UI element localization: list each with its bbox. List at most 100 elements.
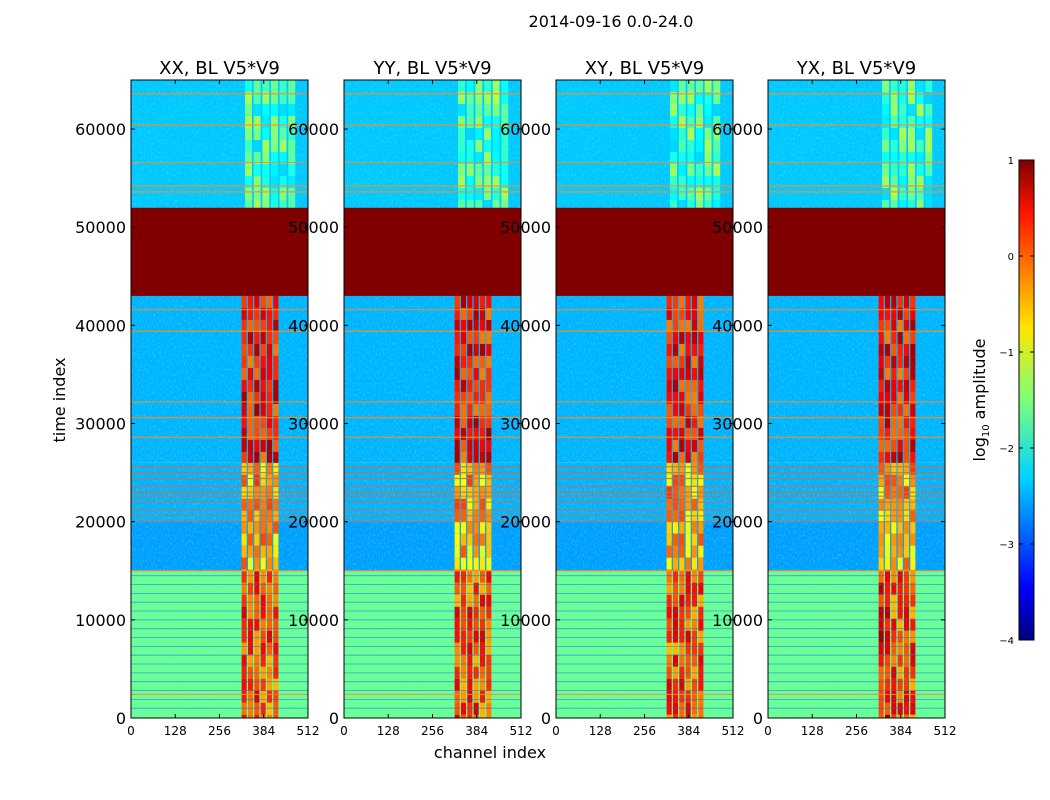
rfi-cell — [486, 678, 492, 691]
rfi-cell — [486, 427, 492, 440]
rfi-cell — [704, 140, 712, 152]
rfi-cell — [925, 104, 933, 116]
rfi-cell — [460, 391, 467, 404]
rfi-cell — [878, 630, 884, 643]
rfi-cell — [247, 295, 254, 308]
rfi-cell — [501, 188, 509, 200]
rfi-cell — [247, 557, 254, 570]
rfi-cell — [260, 498, 266, 511]
rfi-cell — [454, 618, 460, 631]
rfi-cell — [454, 403, 460, 416]
rfi-cell — [260, 642, 266, 655]
rfi-cell — [670, 200, 677, 208]
rfi-cell — [241, 295, 247, 308]
rfi-cell — [678, 80, 686, 92]
rfi-cell — [903, 630, 910, 643]
rfi-cell — [479, 618, 486, 631]
rfi-cell — [475, 80, 483, 92]
rfi-cell — [910, 690, 916, 703]
rfi-cell — [467, 702, 473, 715]
rfi-cell — [691, 427, 698, 440]
rfi-cell — [878, 462, 884, 475]
rfi-cell — [260, 415, 266, 428]
rfi-cell — [685, 295, 691, 308]
rfi-cell — [687, 188, 695, 200]
rfi-cell — [891, 498, 897, 511]
band-texture — [344, 295, 521, 463]
rfi-cell — [899, 80, 907, 92]
rfi-cell — [884, 427, 891, 440]
rfi-cell — [241, 594, 247, 607]
rfi-cell — [247, 545, 254, 558]
rfi-cell — [878, 319, 884, 332]
rfi-cell — [479, 391, 486, 404]
rfi-cell — [254, 439, 260, 452]
rfi-cell — [458, 140, 465, 152]
rfi-cell — [473, 451, 479, 463]
rfi-cell — [460, 474, 467, 487]
rfi-cell — [254, 307, 260, 320]
rfi-cell — [473, 630, 479, 643]
y-tick-label: 20000 — [712, 513, 763, 532]
rfi-cell — [884, 367, 891, 380]
rfi-cell — [925, 80, 933, 92]
rfi-cell — [247, 403, 254, 416]
y-tick-label: 20000 — [75, 513, 126, 532]
rfi-cell — [910, 654, 916, 667]
rfi-cell — [908, 176, 915, 188]
y-tick-label: 30000 — [712, 415, 763, 434]
panel-1: XX, BL V5*V9 0 128 256 384 512 0 10000 20000 3000… — [75, 58, 319, 738]
rfi-cell — [467, 570, 473, 583]
rfi-cell — [486, 557, 492, 570]
rfi-cell — [704, 164, 712, 176]
rfi-cell — [910, 594, 916, 607]
rfi-cell — [492, 92, 500, 104]
rfi-cell — [253, 104, 261, 116]
heatmap-image — [344, 80, 521, 718]
rfi-cell — [891, 545, 897, 558]
rfi-cell — [897, 427, 903, 440]
rfi-cell — [916, 104, 924, 116]
rfi-cell — [878, 367, 884, 380]
rfi-cell — [910, 367, 916, 380]
y-tick-label: 0 — [116, 709, 126, 728]
rfi-cell — [479, 582, 486, 595]
rfi-cell — [458, 104, 465, 116]
rfi-cell — [273, 521, 279, 534]
rfi-cell — [916, 176, 924, 188]
rfi-cell — [698, 702, 704, 715]
rfi-cell — [271, 128, 278, 140]
rfi-cell — [260, 462, 266, 475]
rfi-cell — [458, 188, 465, 200]
rfi-cell — [241, 606, 247, 619]
rfi-cell — [260, 582, 266, 595]
rfi-cell — [666, 582, 672, 595]
rfi-cell — [460, 690, 467, 703]
rfi-cell — [696, 80, 703, 92]
rfi-cell — [925, 92, 933, 104]
rfi-cell — [666, 331, 672, 344]
rfi-cell — [882, 104, 889, 116]
colorbar-label-prefix: log — [970, 437, 989, 461]
rfi-cell — [460, 642, 467, 655]
rfi-cell — [903, 391, 910, 404]
rfi-cell — [884, 606, 891, 619]
rfi-cell — [279, 92, 287, 104]
rfi-cell — [484, 128, 491, 140]
rfi-cell — [260, 379, 266, 392]
rfi-cell — [247, 355, 254, 368]
rfi-cell — [666, 678, 672, 691]
rfi-cell — [672, 702, 679, 715]
rfi-cell — [691, 319, 698, 332]
rfi-cell — [266, 427, 273, 440]
rfi-cell — [691, 415, 698, 428]
rfi-cell — [691, 307, 698, 320]
rfi-cell — [475, 92, 483, 104]
rfi-cell — [473, 343, 479, 356]
rfi-cell — [486, 582, 492, 595]
rfi-cell — [479, 521, 486, 534]
rfi-cell — [460, 606, 467, 619]
rfi-cell — [466, 80, 474, 92]
rfi-cell — [260, 403, 266, 416]
rfi-cell — [679, 379, 685, 392]
